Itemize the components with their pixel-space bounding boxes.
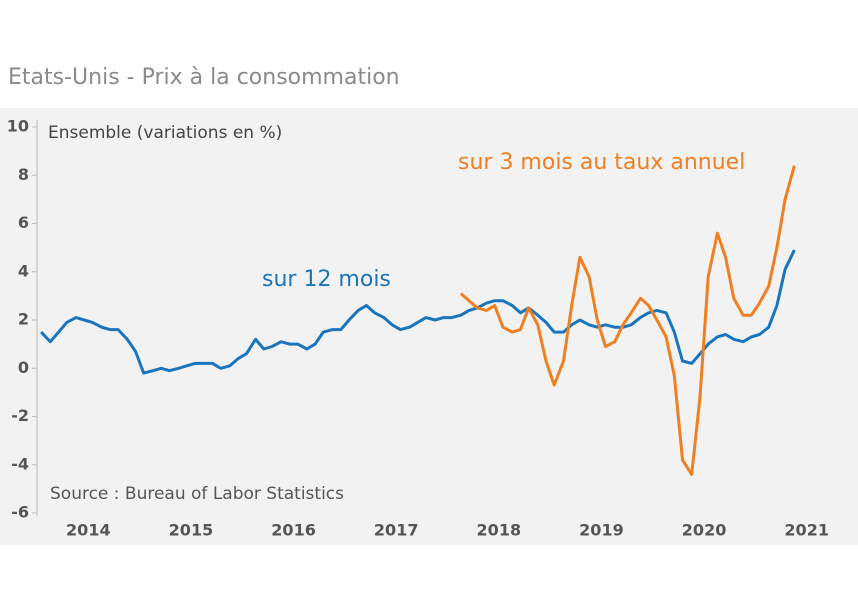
x-tick-label: 2015 (169, 521, 214, 540)
x-tick-label: 2019 (579, 521, 624, 540)
x-tick-label: 2020 (682, 521, 727, 540)
x-tick-label: 2018 (477, 521, 522, 540)
source-note: Source : Bureau of Labor Statistics (50, 484, 344, 504)
y-tick-label: 10 (7, 117, 29, 136)
plot-background (0, 108, 858, 545)
chart-title: Etats-Unis - Prix à la consommation (8, 65, 400, 90)
data-line (459, 165, 796, 476)
x-tick-label: 2016 (271, 521, 316, 540)
series-label: sur 3 mois au taux annuel (458, 150, 745, 175)
series-label: sur 12 mois (262, 267, 391, 292)
y-tick-label: -4 (11, 454, 29, 473)
y-tick-label: 2 (18, 310, 29, 329)
y-tick-label: 8 (18, 165, 29, 184)
data-line (40, 249, 796, 375)
y-tick-label: 0 (18, 358, 29, 377)
x-tick-label: 2017 (374, 521, 419, 540)
y-tick-label: -6 (11, 503, 29, 522)
y-axis-label: Ensemble (variations en %) (48, 123, 282, 143)
y-tick-label: 6 (18, 213, 29, 232)
x-tick-label: 2014 (66, 521, 111, 540)
y-tick-label: 4 (18, 261, 29, 280)
x-tick-label: 2021 (784, 521, 829, 540)
y-tick-label: -2 (11, 406, 29, 425)
